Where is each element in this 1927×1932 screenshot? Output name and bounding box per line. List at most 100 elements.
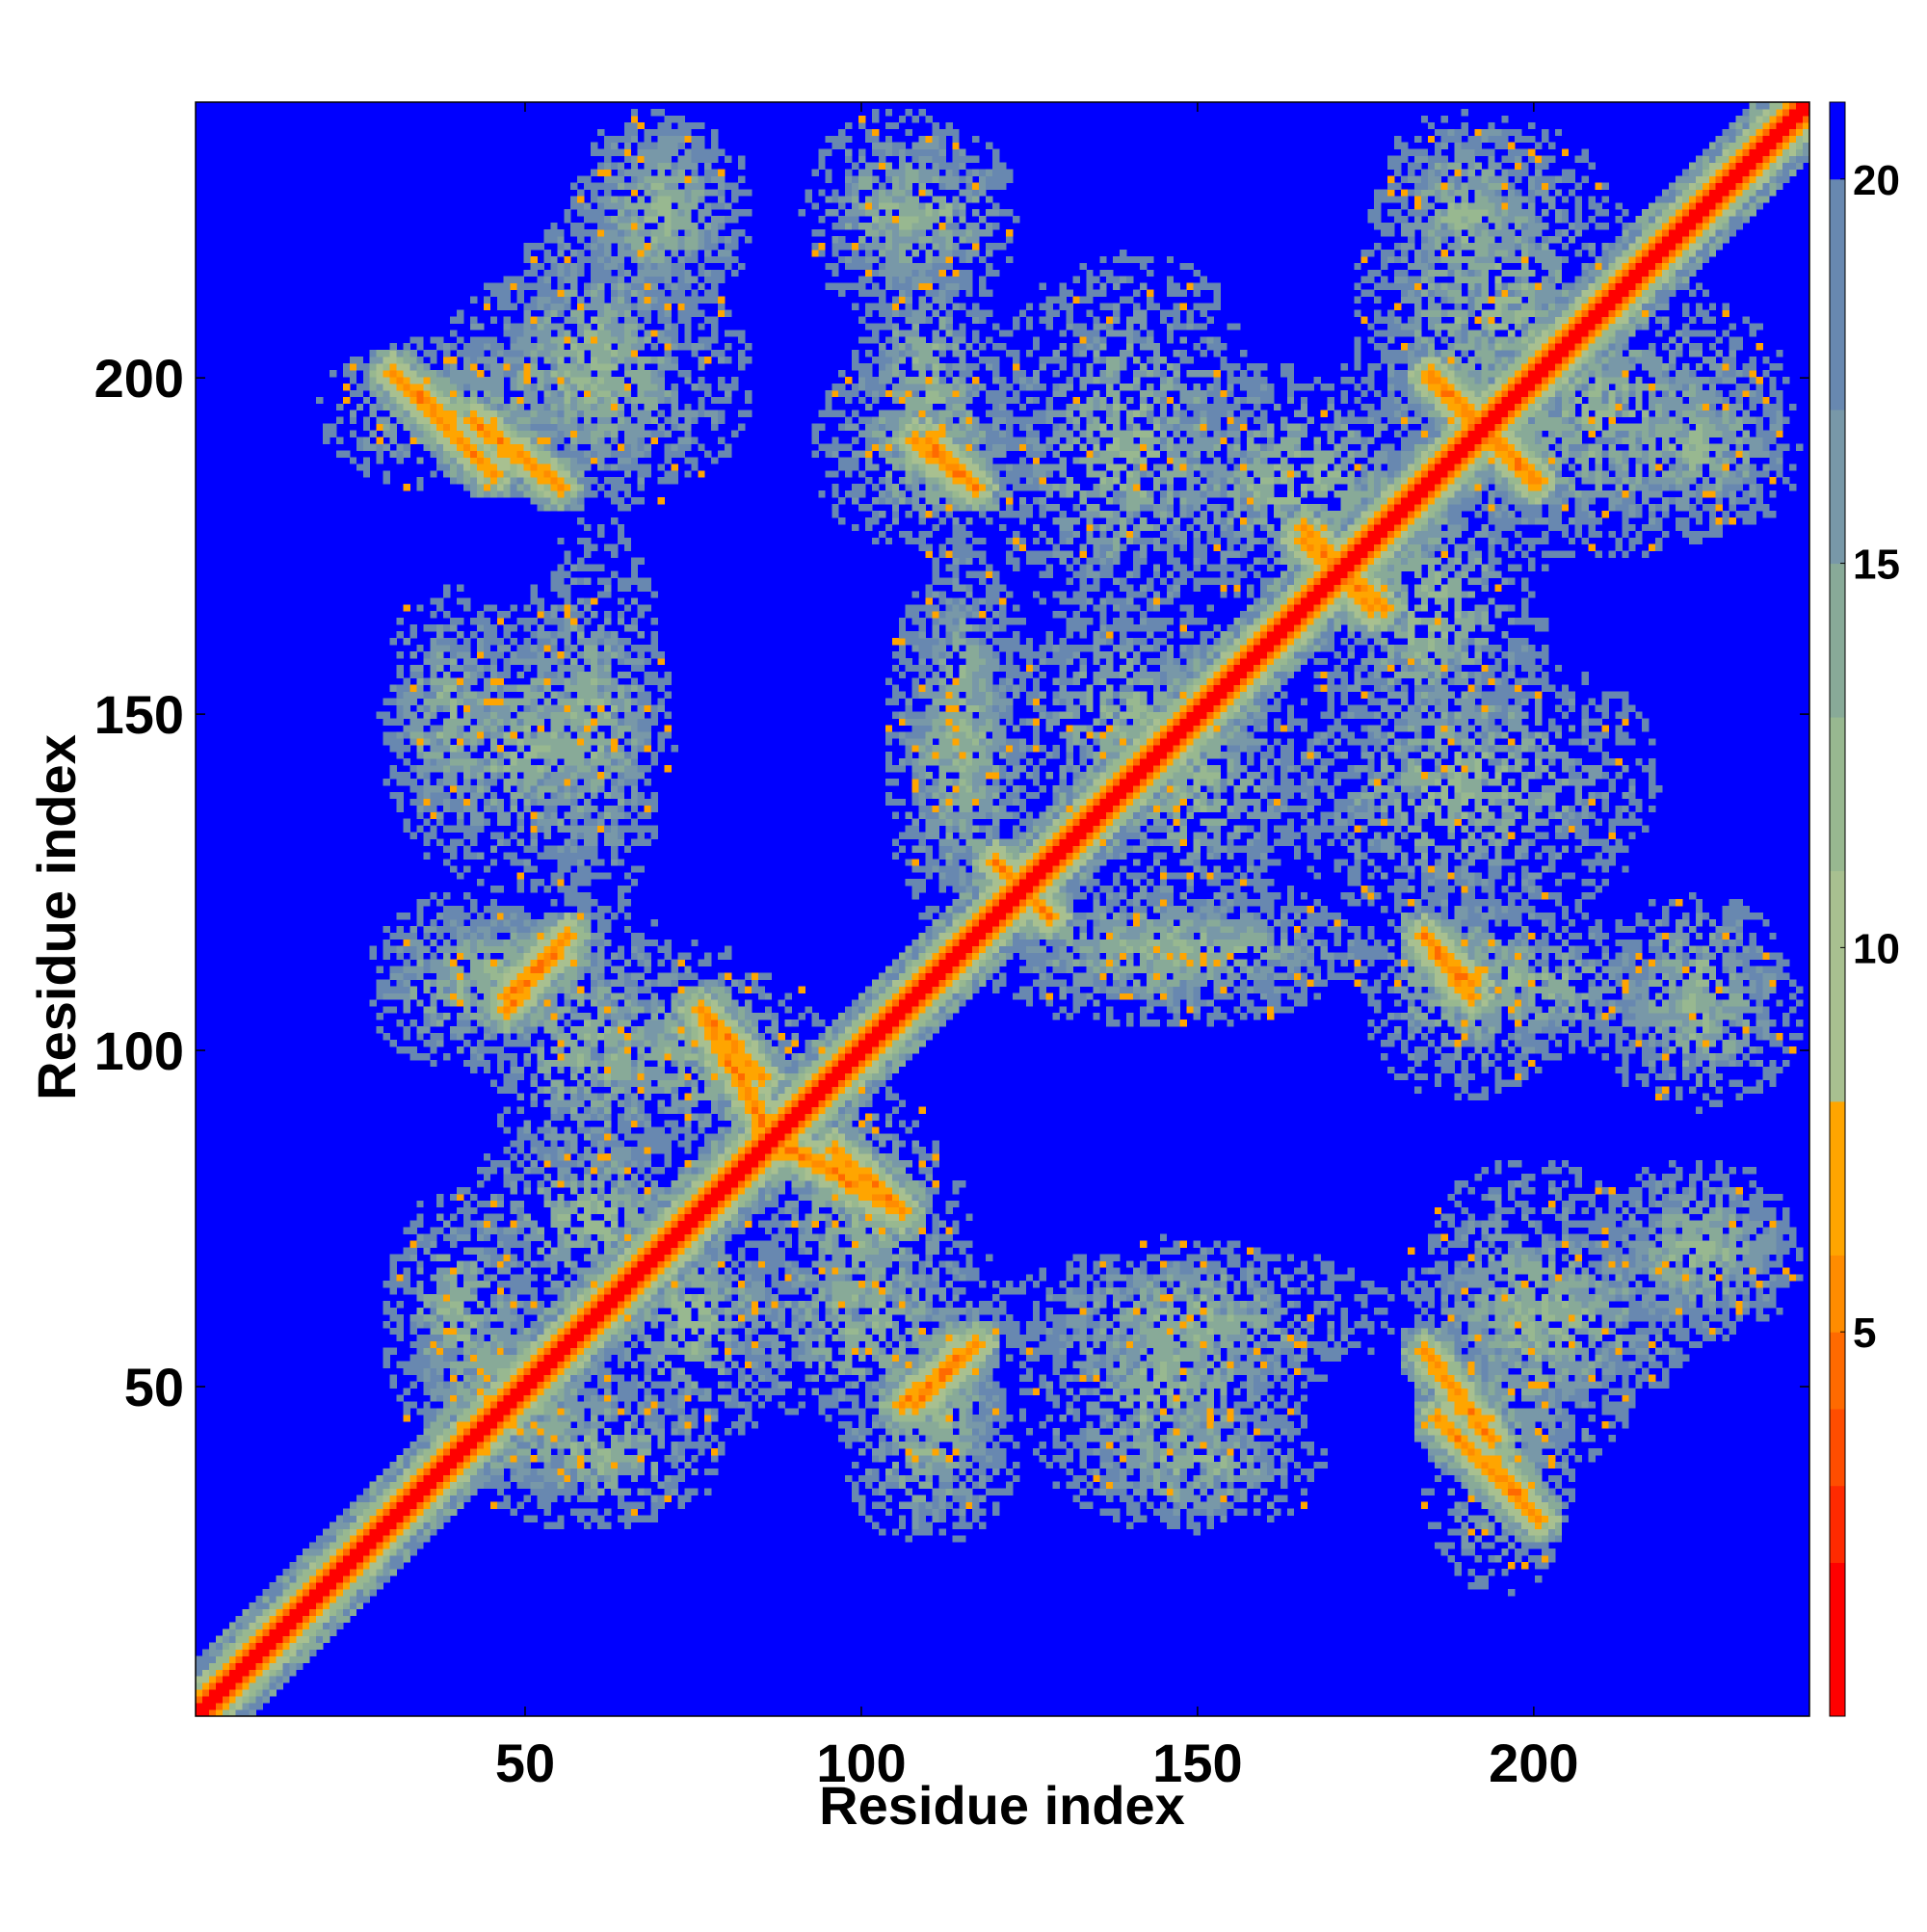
heatmap-cell bbox=[1474, 1455, 1481, 1462]
heatmap-cell bbox=[436, 1509, 443, 1516]
heatmap-cell bbox=[1106, 1462, 1113, 1469]
heatmap-cell bbox=[959, 1368, 965, 1375]
heatmap-cell bbox=[704, 1287, 711, 1294]
heatmap-cell bbox=[945, 1301, 952, 1308]
heatmap-cell bbox=[731, 1348, 738, 1355]
heatmap-cell bbox=[289, 1662, 296, 1669]
heatmap-cell bbox=[309, 1616, 316, 1623]
heatmap-cell bbox=[390, 1281, 397, 1287]
heatmap-cell bbox=[1414, 1421, 1421, 1428]
heatmap-cell bbox=[504, 1394, 511, 1401]
heatmap-cell bbox=[470, 1341, 477, 1348]
heatmap-cell bbox=[698, 1301, 704, 1308]
heatmap-cell bbox=[1414, 1375, 1421, 1382]
heatmap-cell bbox=[1267, 1321, 1274, 1328]
heatmap-cell bbox=[1555, 1408, 1562, 1415]
heatmap-cell bbox=[543, 1388, 550, 1394]
heatmap-cell bbox=[1140, 1401, 1147, 1408]
heatmap-cell bbox=[1227, 1308, 1233, 1314]
heatmap-cell bbox=[450, 1294, 457, 1301]
heatmap-cell bbox=[926, 1348, 933, 1355]
heatmap-cell bbox=[1435, 1401, 1441, 1408]
heatmap-cell bbox=[965, 1522, 972, 1528]
heatmap-cell bbox=[323, 1596, 330, 1602]
heatmap-cell bbox=[209, 1703, 216, 1709]
heatmap-cell bbox=[1274, 1328, 1280, 1335]
heatmap-cell bbox=[423, 1415, 430, 1421]
heatmap-cell bbox=[1608, 1375, 1615, 1382]
heatmap-cell bbox=[745, 1287, 752, 1294]
heatmap-cell bbox=[543, 1495, 550, 1502]
heatmap-cell bbox=[945, 1502, 952, 1509]
heatmap-cell bbox=[1455, 1335, 1462, 1341]
heatmap-cell bbox=[397, 1394, 404, 1401]
heatmap-cell bbox=[1676, 1355, 1682, 1362]
heatmap-cell bbox=[1213, 1321, 1220, 1328]
heatmap-cell bbox=[952, 1381, 959, 1388]
heatmap-cell bbox=[1703, 1328, 1709, 1335]
heatmap-cell bbox=[965, 1375, 972, 1382]
heatmap-cell bbox=[564, 1341, 570, 1348]
heatmap-cell bbox=[1126, 1381, 1133, 1388]
heatmap-cell bbox=[912, 1328, 919, 1335]
heatmap-cell bbox=[243, 1682, 250, 1689]
heatmap-cell bbox=[1474, 1381, 1481, 1388]
heatmap-cell bbox=[517, 1355, 524, 1362]
heatmap-cell bbox=[250, 1643, 256, 1650]
heatmap-cell bbox=[1628, 1314, 1635, 1321]
heatmap-cell bbox=[1174, 1515, 1180, 1522]
heatmap-cell bbox=[1301, 1502, 1307, 1509]
heatmap-cell bbox=[343, 1616, 350, 1623]
heatmap-cell bbox=[1448, 1381, 1455, 1388]
heatmap-cell bbox=[390, 1314, 397, 1321]
heatmap-cell bbox=[1535, 1509, 1542, 1516]
heatmap-cell bbox=[952, 1362, 959, 1368]
heatmap-cell bbox=[1508, 1542, 1515, 1548]
heatmap-cell bbox=[543, 1381, 550, 1388]
heatmap-cell bbox=[1548, 1335, 1555, 1341]
heatmap-cell bbox=[1240, 1301, 1247, 1308]
heatmap-cell bbox=[1321, 1281, 1328, 1287]
heatmap-cell bbox=[684, 1388, 691, 1394]
heatmap-cell bbox=[604, 1335, 611, 1341]
heatmap-cell bbox=[979, 1341, 986, 1348]
heatmap-cell bbox=[899, 1442, 906, 1448]
heatmap-cell bbox=[651, 1308, 658, 1314]
heatmap-cell bbox=[892, 1528, 899, 1535]
heatmap-cell bbox=[758, 1294, 765, 1301]
heatmap-cell bbox=[1140, 1381, 1147, 1388]
heatmap-cell bbox=[1133, 1428, 1140, 1435]
heatmap-cell bbox=[872, 1415, 879, 1421]
heatmap-cell bbox=[511, 1509, 517, 1516]
heatmap-cell bbox=[1053, 1321, 1060, 1328]
heatmap-cell bbox=[484, 1314, 490, 1321]
heatmap-cell bbox=[236, 1703, 243, 1709]
heatmap-cell bbox=[1160, 1415, 1167, 1421]
heatmap-cell bbox=[671, 1448, 677, 1455]
heatmap-cell bbox=[470, 1415, 477, 1421]
heatmap-cell bbox=[872, 1381, 879, 1388]
heatmap-cell bbox=[1267, 1442, 1274, 1448]
heatmap-cell bbox=[691, 1442, 698, 1448]
heatmap-cell bbox=[504, 1328, 511, 1335]
heatmap-cell bbox=[1201, 1401, 1207, 1408]
heatmap-cell bbox=[758, 1287, 765, 1294]
heatmap-cell bbox=[805, 1314, 811, 1321]
heatmap-cell bbox=[430, 1308, 436, 1314]
heatmap-cell bbox=[1508, 1355, 1515, 1362]
heatmap-cell bbox=[1435, 1355, 1441, 1362]
heatmap-cell bbox=[343, 1575, 350, 1582]
heatmap-cell bbox=[282, 1582, 289, 1589]
heatmap-cell bbox=[423, 1522, 430, 1528]
heatmap-cell bbox=[1126, 1308, 1133, 1314]
heatmap-cell bbox=[524, 1428, 531, 1435]
heatmap-cell bbox=[470, 1462, 477, 1469]
heatmap-cell bbox=[1180, 1495, 1187, 1502]
heatmap-cell bbox=[484, 1448, 490, 1455]
heatmap-cell bbox=[577, 1448, 584, 1455]
heatmap-cell bbox=[1441, 1341, 1448, 1348]
heatmap-cell bbox=[945, 1335, 952, 1341]
heatmap-cell bbox=[972, 1355, 979, 1362]
heatmap-cell bbox=[1481, 1388, 1488, 1394]
heatmap-cell bbox=[959, 1388, 965, 1394]
